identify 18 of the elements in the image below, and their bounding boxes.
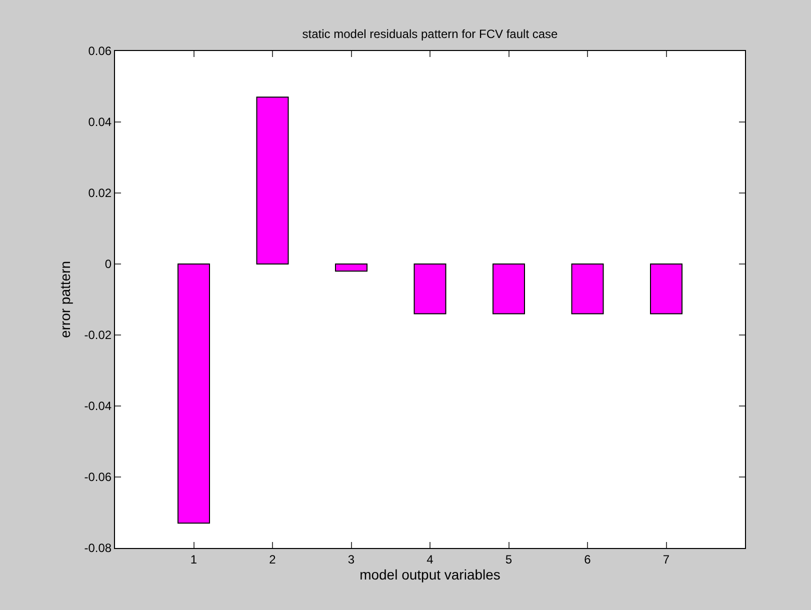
x-tick-label: 5 bbox=[505, 552, 512, 566]
x-tick-label: 7 bbox=[662, 552, 670, 566]
y-tick-label: -0.04 bbox=[84, 399, 112, 414]
y-tick-label: -0.06 bbox=[84, 470, 112, 484]
y-tick-label: 0.04 bbox=[88, 115, 112, 130]
x-tick-label: 4 bbox=[426, 552, 434, 566]
y-tick-label: 0.02 bbox=[88, 186, 112, 200]
x-tick-label: 6 bbox=[584, 552, 592, 566]
x-axis-title: model output variables bbox=[360, 566, 500, 583]
y-tick-label: 0.06 bbox=[88, 44, 112, 58]
y-tick-label: -0.02 bbox=[84, 328, 112, 342]
x-tick-label: 3 bbox=[348, 552, 355, 566]
x-tick-label: 2 bbox=[269, 552, 276, 566]
chart-title: static model residuals pattern for FCV fault case bbox=[302, 27, 558, 41]
y-axis-title: error pattern bbox=[56, 260, 73, 338]
x-tick-label: 1 bbox=[190, 552, 198, 566]
y-tick-label: -0.08 bbox=[84, 541, 112, 556]
y-tick-label: 0 bbox=[104, 257, 112, 272]
